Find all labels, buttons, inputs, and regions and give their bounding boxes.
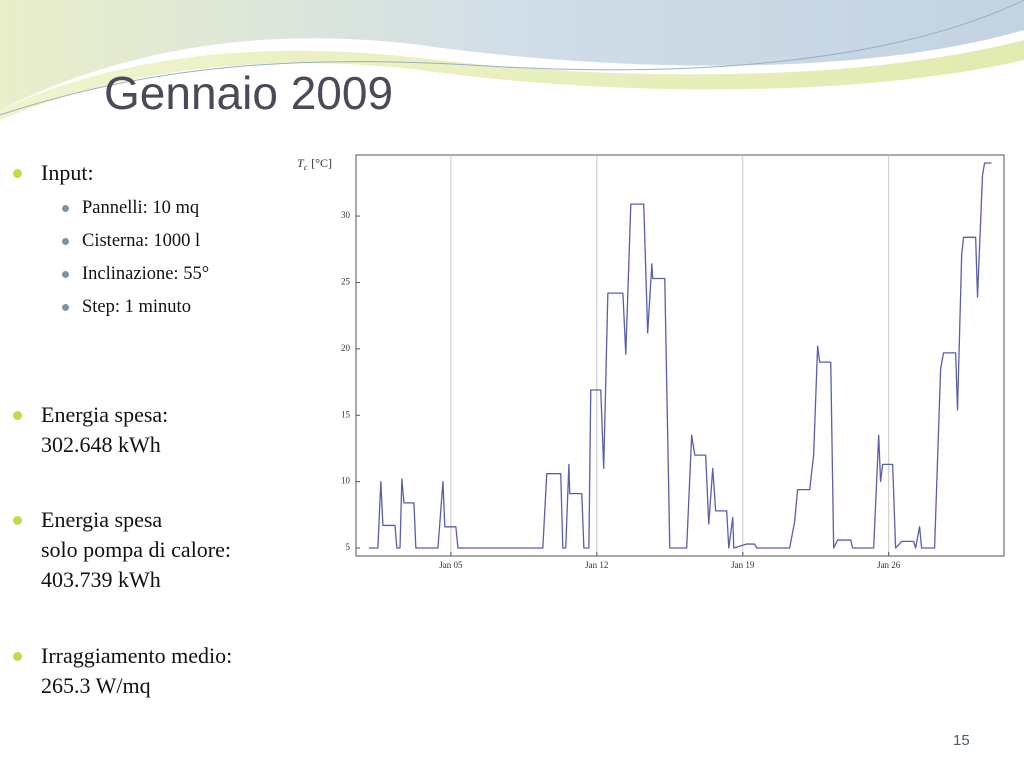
x-tick-label: Jan 26 [877,560,901,570]
y-label-unit: [°C] [311,156,332,170]
swoosh-line [0,0,1024,116]
sub-bullet [62,238,69,245]
bullet-text: Energia spesa [41,507,163,532]
y-label-subscript: c [304,163,308,172]
bullet-text: Energia spesa: [41,402,169,427]
x-tick-label: Jan 05 [439,560,463,570]
data-line [368,162,992,549]
sub-bullet [62,205,69,212]
y-tick-label: 5 [346,542,351,552]
plot-area [355,154,1005,557]
y-tick-label: 25 [341,277,351,287]
sub-bullet-text: Inclinazione: 55° [82,264,210,284]
y-tick-label: 15 [341,409,351,419]
y-tick-label: 20 [341,343,351,353]
bullet-text: Input: [41,160,94,185]
sub-bullet [62,304,69,311]
swoosh [0,40,1024,120]
bullet-text: Irraggiamento medio: [41,643,233,668]
bullet-text: 302.648 kWh [41,432,161,457]
sub-bullet-text: Pannelli: 10 mq [82,198,200,218]
y-tick-label: 10 [341,476,351,486]
y-label-symbol: T [297,156,305,170]
bullet-text: 265.3 W/mq [41,673,151,698]
swoosh [0,0,1024,110]
bullet-text: solo pompa di calore: [41,537,232,562]
bullet [13,516,22,525]
bullet [13,411,22,420]
y-axis-label: Tc [°C] [297,156,332,172]
bullet [13,652,22,661]
page-number: 15 [953,732,970,749]
y-tick-label: 30 [341,210,351,220]
sub-bullet-text: Cisterna: 1000 l [82,231,201,251]
x-tick-label: Jan 12 [585,560,608,570]
bullet [13,169,22,178]
sub-bullet-text: Step: 1 minuto [82,297,191,317]
slide-title: Gennaio 2009 [104,67,394,119]
bullet-text: 403.739 kWh [41,567,161,592]
x-tick-label: Jan 19 [731,560,755,570]
bullet-list: Input: Pannelli: 10 mq Cisterna: 1000 l Inc… [0,0,330,768]
sub-bullet [62,271,69,278]
